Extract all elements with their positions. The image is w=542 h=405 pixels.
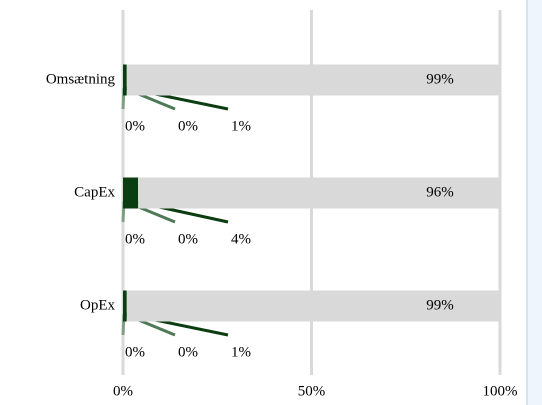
bar-segment xyxy=(126,290,501,322)
data-label: 4% xyxy=(231,231,251,247)
bar-segment xyxy=(123,290,127,322)
data-label: 0% xyxy=(178,344,198,360)
data-label: 1% xyxy=(231,118,251,134)
side-panel xyxy=(527,0,542,405)
data-label: 96% xyxy=(426,184,454,200)
x-tick-label: 0% xyxy=(113,383,133,399)
data-label: 0% xyxy=(125,231,145,247)
data-label: 99% xyxy=(426,297,454,313)
data-label: 0% xyxy=(178,118,198,134)
x-tick-label: 50% xyxy=(298,383,326,399)
x-tick-label: 100% xyxy=(483,383,518,399)
bar-segment xyxy=(126,64,501,96)
bar-segment xyxy=(123,177,139,209)
data-label: 0% xyxy=(178,231,198,247)
bar-segment xyxy=(138,177,500,209)
data-label: 0% xyxy=(125,344,145,360)
data-label: 99% xyxy=(426,71,454,87)
category-label: CapEx xyxy=(74,184,115,200)
data-label: 1% xyxy=(231,344,251,360)
bar-segment xyxy=(123,64,127,96)
data-label: 0% xyxy=(125,118,145,134)
category-label: OpEx xyxy=(80,297,115,313)
category-label: Omsætning xyxy=(46,71,116,87)
